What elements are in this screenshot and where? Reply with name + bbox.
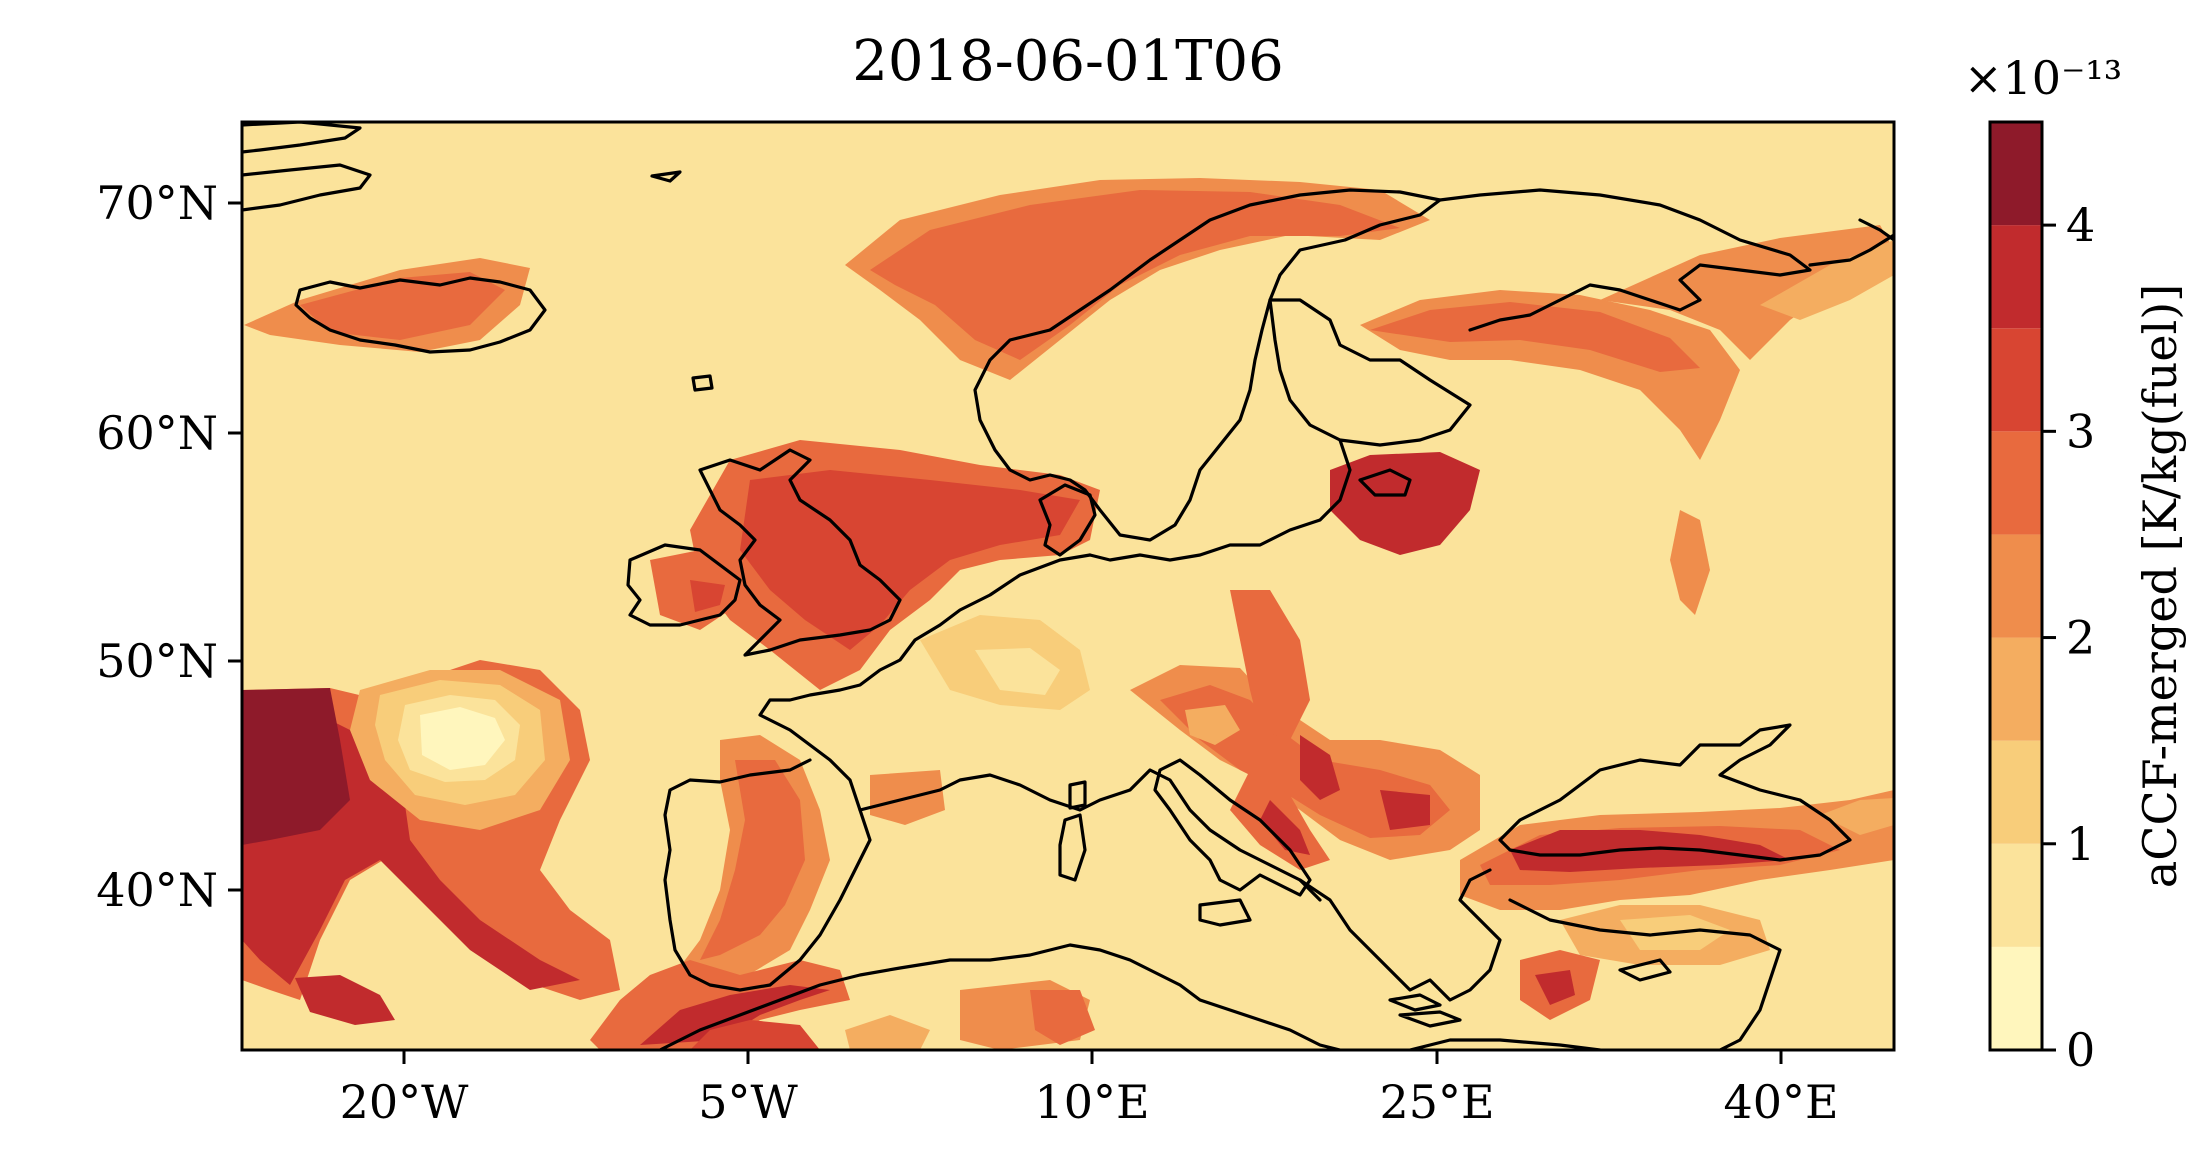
colorbar-ticks: 0 1 2 3 4 — [2042, 198, 2095, 1077]
colorbar-label: aCCF-merged [K/kg(fuel)] — [2133, 284, 2187, 888]
colorbar-tick-label: 2 — [2066, 611, 2095, 665]
colorbar-tick-label: 4 — [2066, 198, 2095, 252]
colorbar-tick-label: 0 — [2066, 1023, 2095, 1077]
colorbar-tick-label: 1 — [2066, 817, 2095, 871]
x-tick-label: 25°E — [1379, 1075, 1494, 1129]
x-tick-label: 5°W — [698, 1075, 798, 1129]
x-tick-label: 10°E — [1034, 1075, 1149, 1129]
colorbar-band — [1990, 431, 2042, 535]
x-axis: 20°W 5°W 10°E 25°E 40°E — [340, 1050, 1839, 1129]
colorbar-bands — [1990, 122, 2042, 1050]
map-title: 2018-06-01T06 — [852, 29, 1283, 94]
colorbar-band — [1990, 122, 2042, 226]
x-tick-label: 40°E — [1723, 1075, 1838, 1129]
map-panel[interactable] — [242, 122, 1894, 1050]
y-tick-label: 70°N — [96, 176, 218, 230]
y-tick-label: 60°N — [96, 406, 218, 460]
colorbar-band — [1990, 534, 2042, 638]
y-tick-label: 50°N — [96, 634, 218, 688]
colorbar-band — [1990, 946, 2042, 1050]
x-tick-label: 20°W — [340, 1075, 470, 1129]
colorbar-frame — [1988, 120, 2044, 1052]
colorbar-band — [1990, 637, 2042, 741]
y-tick-label: 40°N — [96, 863, 218, 917]
colorbar-band — [1990, 740, 2042, 844]
y-axis: 70°N 60°N 50°N 40°N — [96, 176, 242, 917]
colorbar-band — [1990, 843, 2042, 947]
colorbar-exponent: ×10⁻¹³ — [1964, 51, 2122, 105]
coastlines — [242, 122, 1894, 1050]
colorbar-tick-label: 3 — [2066, 404, 2095, 458]
colorbar-band — [1990, 328, 2042, 432]
colorbar-band — [1990, 225, 2042, 329]
colorbar: 0 1 2 3 4 ×10⁻¹³ aCCF-merged [K/kg(fuel)] — [1964, 51, 2187, 1077]
map-frame — [240, 120, 1896, 1052]
